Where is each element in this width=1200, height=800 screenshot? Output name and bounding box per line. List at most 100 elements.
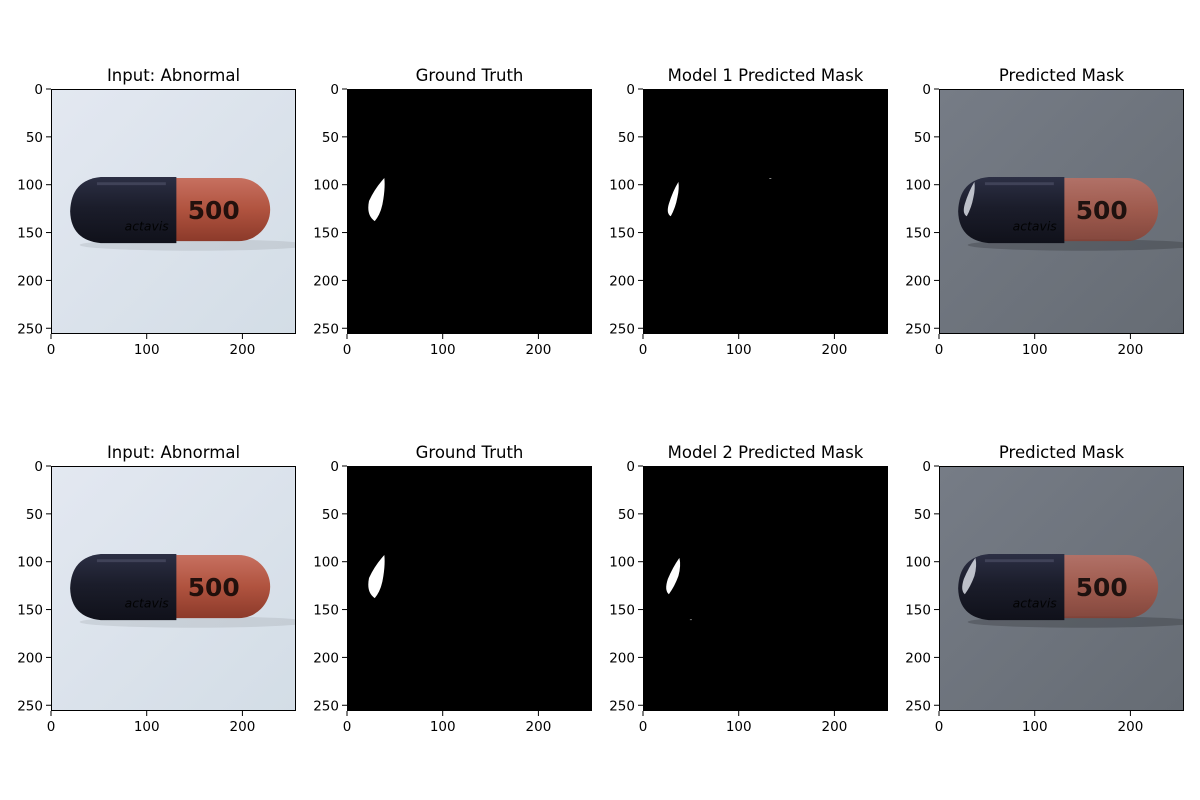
y-tick-label: 250: [609, 698, 635, 714]
subplot-title: Ground Truth: [416, 443, 524, 462]
mask-background: [643, 89, 888, 334]
x-tick-label: 100: [1022, 719, 1048, 735]
y-tick-label: 150: [609, 226, 635, 242]
axes-frame: [51, 89, 296, 334]
y-tick-label: 200: [609, 650, 635, 666]
image-area: 500 actavis: [939, 89, 1184, 334]
y-tick-label: 0: [330, 459, 339, 475]
x-tick-label: 0: [639, 719, 648, 735]
subplot-title: Input: Abnormal: [107, 443, 240, 462]
capsule-red-half: [170, 555, 271, 619]
y-tick-label: 50: [914, 130, 931, 146]
y-tick-label: 250: [313, 321, 339, 337]
axes-frame: [347, 466, 592, 711]
y-tick-label: 100: [609, 178, 635, 194]
x-tick-label: 200: [526, 719, 552, 735]
mask-background: [643, 466, 888, 711]
capsule-red-half: [1058, 555, 1159, 619]
subplot-title: Predicted Mask: [999, 66, 1125, 85]
y-tick-label: 50: [914, 507, 931, 523]
capsule-brand: actavis: [1013, 596, 1058, 611]
capsule: 500 actavis: [958, 554, 1184, 628]
x-tick-label: 0: [639, 342, 648, 358]
image-area: 500 actavis: [939, 466, 1184, 711]
mask-background: [347, 466, 592, 711]
y-tick-label: 0: [330, 82, 339, 98]
subplot-ground_truth: Ground Truth 0 100 200 0 50 100 150 200 250: [313, 443, 592, 735]
axes-frame: [939, 89, 1184, 334]
defect-mask: [666, 557, 681, 595]
subplot-input: 500 actavis Input: Abnormal 0 100 200 0 50 100 15…: [17, 66, 296, 358]
x-tick-label: 100: [726, 342, 752, 358]
y-tick-label: 50: [26, 507, 43, 523]
y-tick-label: 250: [17, 698, 43, 714]
defect-mask: [368, 555, 385, 599]
capsule-brand: actavis: [125, 596, 170, 611]
x-tick-label: 100: [726, 719, 752, 735]
y-tick-label: 200: [905, 650, 931, 666]
y-tick-label: 100: [905, 555, 931, 571]
capsule-label: 500: [1076, 573, 1128, 602]
y-tick-label: 100: [17, 555, 43, 571]
image-area: 500 actavis: [51, 89, 296, 334]
subplot-title: Predicted Mask: [999, 443, 1125, 462]
y-tick-label: 0: [34, 82, 43, 98]
y-tick-label: 0: [922, 459, 931, 475]
mask-speck: [689, 619, 692, 621]
capsule-label: 500: [1076, 196, 1128, 225]
y-tick-label: 200: [609, 273, 635, 289]
x-tick-label: 0: [47, 342, 56, 358]
y-tick-label: 0: [34, 459, 43, 475]
capsule: 500 actavis: [70, 554, 296, 628]
x-tick-label: 0: [47, 719, 56, 735]
subplot-overlay: 500 actavis Predicted Mask 0 100 200 0 50 100 150…: [905, 443, 1184, 735]
x-tick-label: 100: [1022, 342, 1048, 358]
y-tick-label: 250: [17, 321, 43, 337]
mask-speck: [769, 178, 772, 180]
image-area: [347, 466, 592, 711]
y-tick-label: 50: [618, 130, 635, 146]
capsule-label: 500: [188, 196, 240, 225]
x-tick-label: 200: [1118, 719, 1144, 735]
x-tick-label: 100: [430, 342, 456, 358]
image-area: 500 actavis: [51, 466, 296, 711]
y-tick-label: 0: [922, 82, 931, 98]
y-tick-label: 250: [905, 321, 931, 337]
subplot-title: Model 2 Predicted Mask: [668, 443, 864, 462]
image-area: [643, 89, 888, 334]
x-tick-label: 200: [526, 342, 552, 358]
y-tick-label: 150: [313, 603, 339, 619]
capsule-label: 500: [188, 573, 240, 602]
y-tick-label: 50: [618, 507, 635, 523]
capsule-dark-half: [958, 177, 1065, 244]
capsule-dark-half: [70, 554, 177, 621]
y-tick-label: 200: [905, 273, 931, 289]
y-tick-label: 150: [17, 603, 43, 619]
image-area: [347, 89, 592, 334]
capsule-brand: actavis: [125, 219, 170, 234]
capsule-dark-half: [70, 177, 177, 244]
subplot-title: Input: Abnormal: [107, 66, 240, 85]
y-tick-label: 100: [313, 178, 339, 194]
x-tick-label: 0: [343, 342, 352, 358]
subplot-ground_truth: Ground Truth 0 100 200 0 50 100 150 200 250: [313, 66, 592, 358]
y-tick-label: 50: [322, 507, 339, 523]
y-tick-label: 100: [17, 178, 43, 194]
x-tick-label: 100: [134, 342, 160, 358]
y-tick-label: 50: [26, 130, 43, 146]
y-tick-label: 150: [609, 603, 635, 619]
y-tick-label: 200: [17, 273, 43, 289]
x-tick-label: 200: [822, 719, 848, 735]
x-tick-label: 100: [430, 719, 456, 735]
axes-frame: [643, 466, 888, 711]
y-tick-label: 150: [17, 226, 43, 242]
mask-background: [347, 89, 592, 334]
x-tick-label: 200: [1118, 342, 1144, 358]
defect-overlay: [962, 557, 977, 595]
axes-frame: [939, 466, 1184, 711]
y-tick-label: 250: [313, 698, 339, 714]
capsule-brand: actavis: [1013, 219, 1058, 234]
x-tick-label: 200: [230, 342, 256, 358]
y-tick-label: 150: [313, 226, 339, 242]
